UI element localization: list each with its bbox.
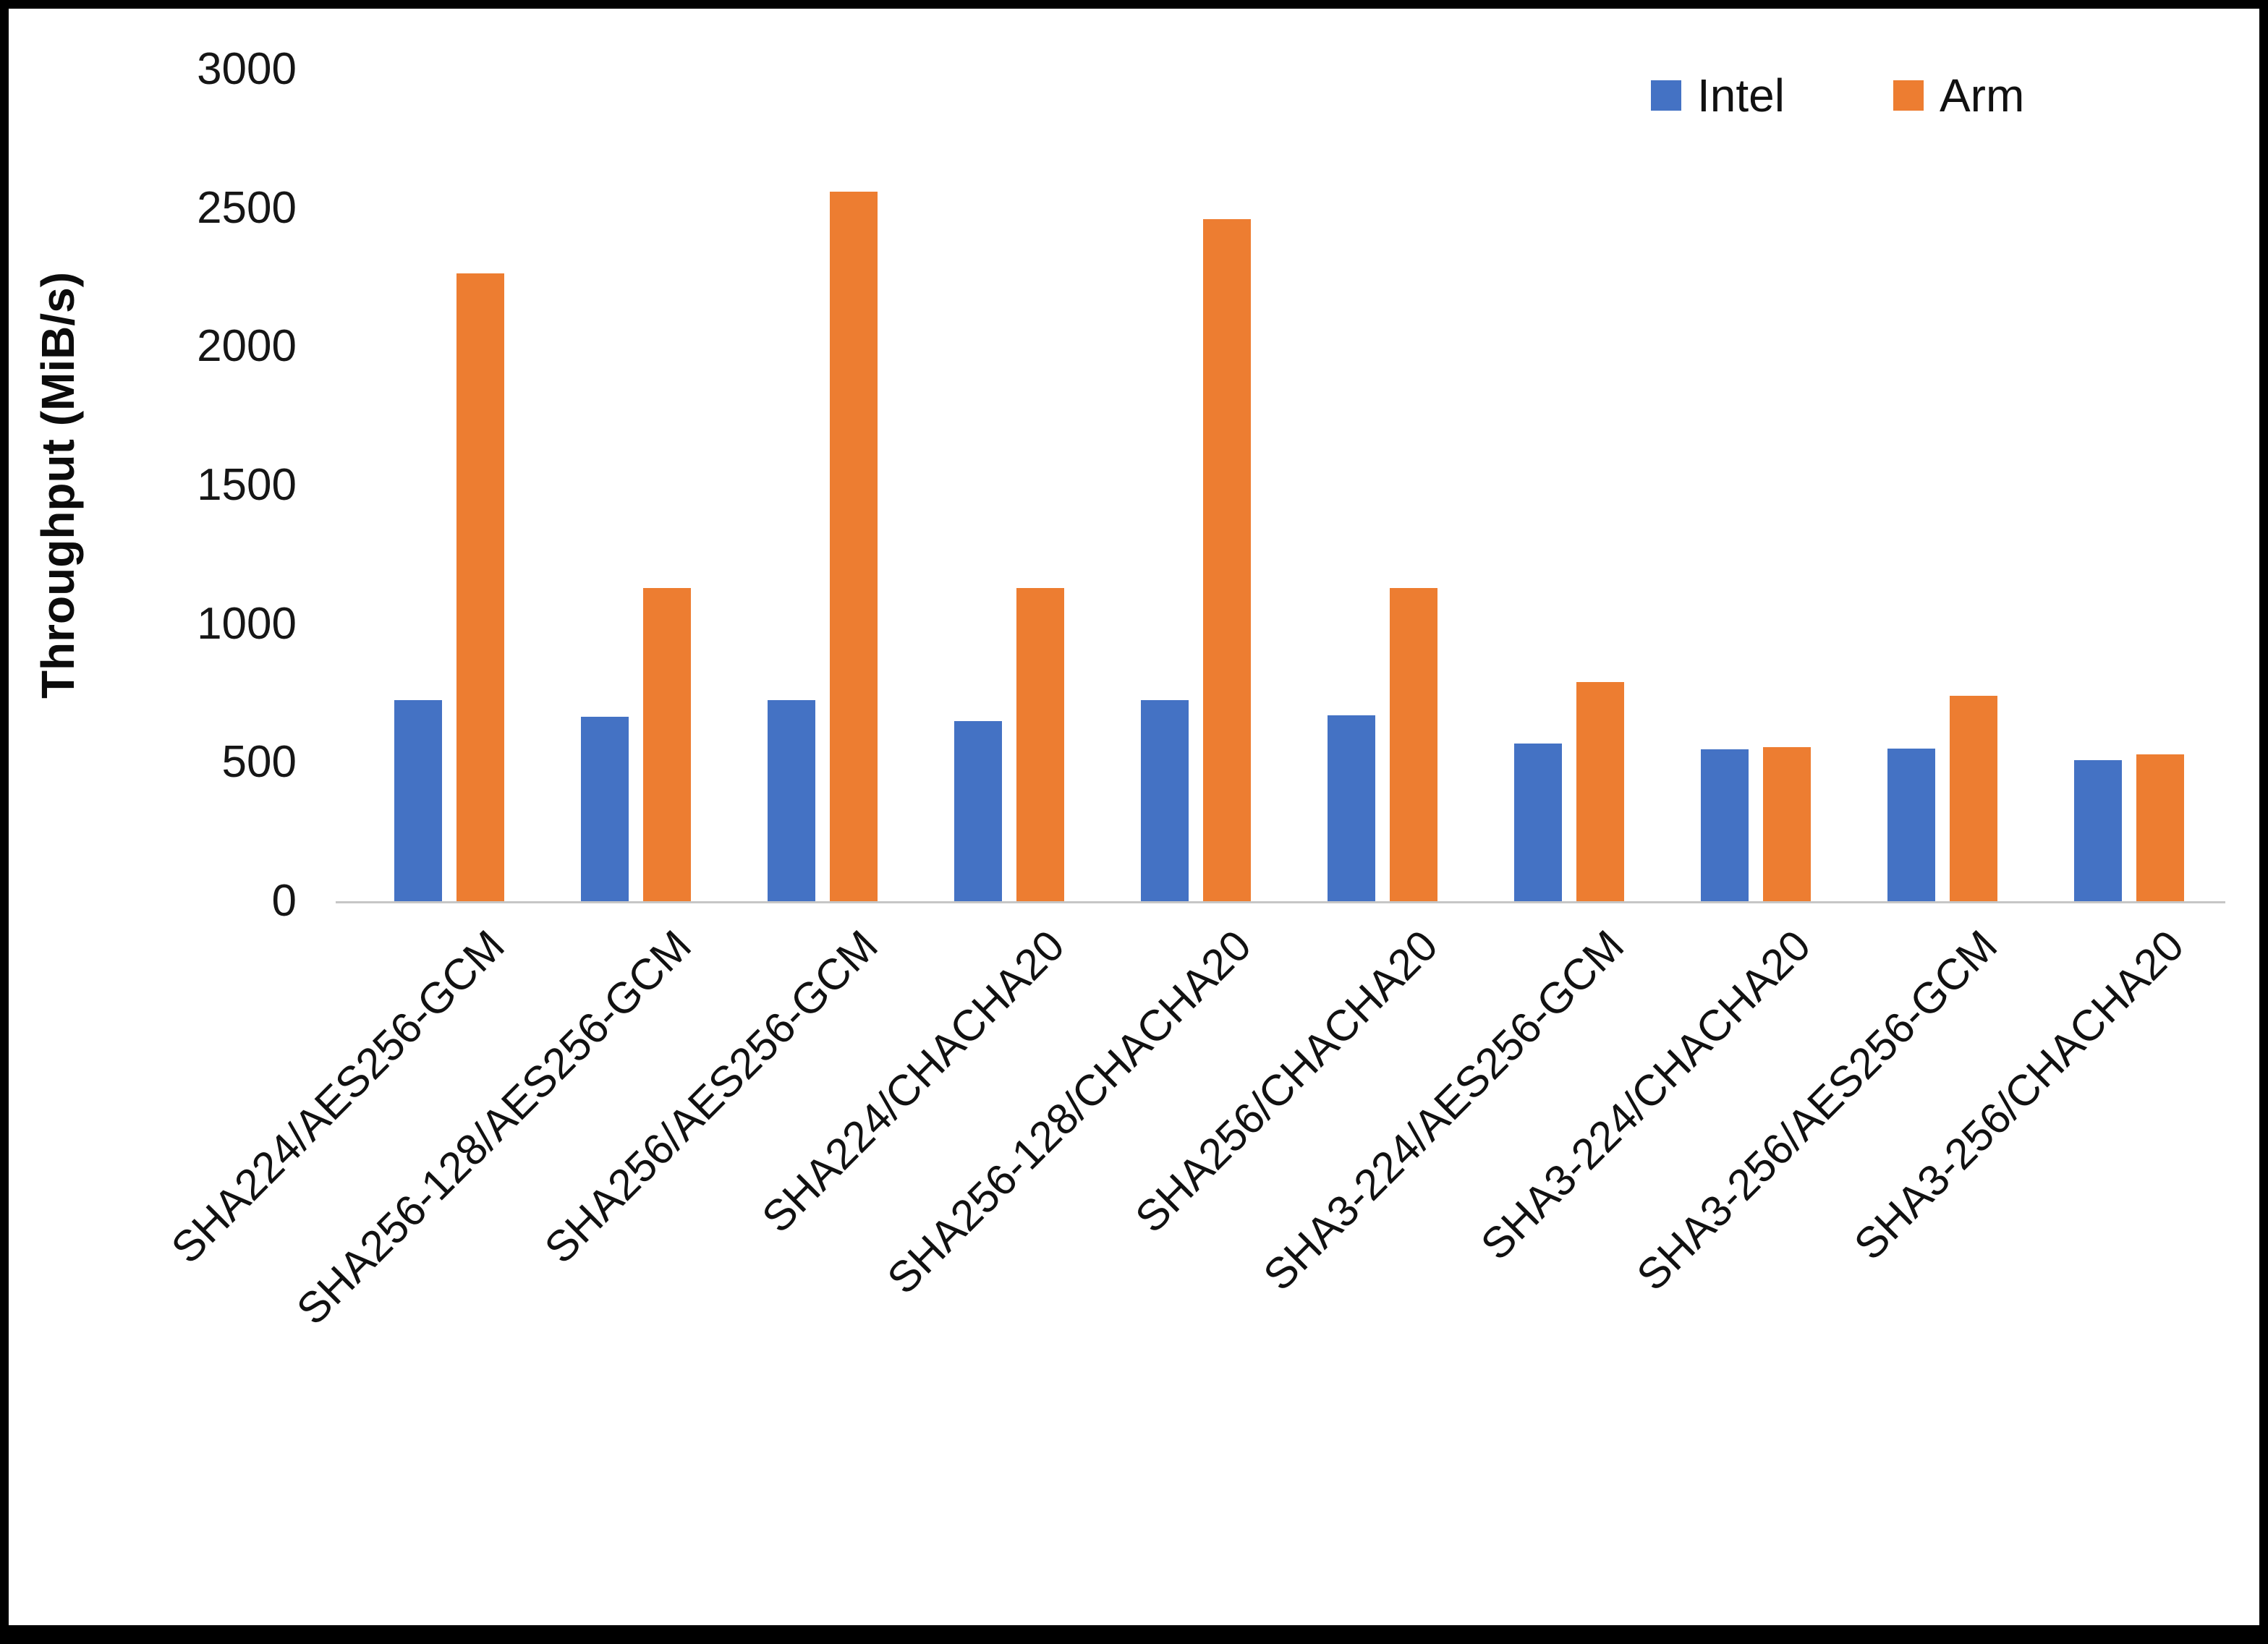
plot-area: 0 500 1000 1500 2000 2500 3000 SHA224/AES256-GC… [9,9,2259,1625]
x-axis-category-text: SHA3-224/AES256-GCM [1254,921,1634,1300]
x-axis-category-text: SHA224/CHACHA20 [752,921,1074,1242]
bar-intel-7 [1514,743,1562,901]
bar-arm-4 [1016,587,1064,901]
bar-arm-8 [1763,747,1811,901]
x-axis-category-text: SHA224/AES256-GCM [161,921,514,1273]
bar-intel-2 [581,717,629,901]
legend-label-arm: Arm [1939,69,2025,122]
legend-item-arm: Arm [1893,72,2024,119]
bar-arm-9 [1950,696,1997,901]
y-axis-tick-label: 2500 [197,182,297,233]
bar-intel-9 [1887,749,1935,901]
x-axis-category-text: SHA256/CHACHA20 [1126,921,1447,1242]
bar-intel-5 [1141,700,1189,901]
legend-item-intel: Intel [1651,72,1785,119]
bar-arm-5 [1203,219,1251,901]
x-axis-category-text: SHA3-256/CHACHA20 [1845,921,2193,1269]
legend-swatch-intel [1651,80,1681,111]
x-axis-category-text: SHA256-128/AES256-GCM [286,921,700,1334]
legend: Intel Arm [1651,72,2024,119]
y-axis-tick-label: 2000 [197,321,297,372]
y-axis-tick-label: 0 [271,876,297,926]
x-axis-line [336,901,2225,903]
bar-intel-10 [2074,759,2122,901]
bar-intel-4 [954,720,1002,901]
x-axis-category-text: SHA3-256/AES256-GCM [1627,921,2007,1300]
bar-arm-6 [1390,587,1437,901]
x-axis-category-text: SHA256/AES256-GCM [535,921,887,1273]
bar-intel-3 [768,700,815,901]
bar-arm-10 [2136,754,2184,901]
legend-label-intel: Intel [1697,69,1785,122]
bar-intel-1 [394,700,442,901]
bar-arm-7 [1576,682,1624,901]
bar-arm-1 [456,273,504,901]
bar-intel-8 [1701,749,1749,901]
y-axis-tick-label: 1500 [197,460,297,510]
y-axis-tick-label: 3000 [197,44,297,94]
y-axis-tick-label: 500 [221,737,297,788]
x-axis-category-text: SHA256-128/CHACHA20 [878,921,1260,1303]
bar-intel-6 [1328,715,1375,901]
x-axis-category-text: SHA3-224/CHACHA20 [1471,921,1820,1269]
bar-arm-2 [643,587,691,901]
y-axis-tick-label: 1000 [197,598,297,649]
legend-swatch-arm [1893,80,1924,111]
bar-arm-3 [830,191,878,901]
